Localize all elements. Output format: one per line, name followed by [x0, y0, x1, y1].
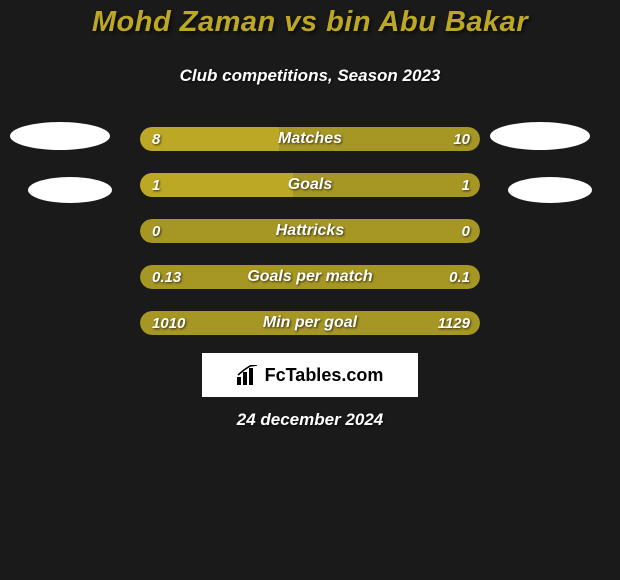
comparison-infographic: Mohd Zaman vs bin Abu Bakar Club competi… [0, 0, 620, 580]
stat-label: Goals [140, 173, 480, 197]
stat-row: 00Hattricks [140, 219, 480, 243]
stat-label: Hattricks [140, 219, 480, 243]
stat-label: Goals per match [140, 265, 480, 289]
stat-label: Min per goal [140, 311, 480, 335]
stat-row: 11Goals [140, 173, 480, 197]
player-avatar [10, 122, 110, 150]
brand-box[interactable]: FcTables.com [202, 353, 418, 397]
player-avatar [508, 177, 592, 203]
page-title: Mohd Zaman vs bin Abu Bakar [0, 0, 620, 39]
brand-text: FcTables.com [265, 365, 384, 386]
stat-row: 0.130.1Goals per match [140, 265, 480, 289]
stats-rows: 810Matches 11Goals 00Hattricks 0.130.1Goals… [140, 127, 480, 357]
subtitle: Club competitions, Season 2023 [0, 66, 620, 86]
player-avatar [490, 122, 590, 150]
bar-chart-icon [237, 365, 259, 385]
date-text: 24 december 2024 [0, 410, 620, 430]
stat-row: 810Matches [140, 127, 480, 151]
stat-row: 10101129Min per goal [140, 311, 480, 335]
player-avatar [28, 177, 112, 203]
stat-label: Matches [140, 127, 480, 151]
